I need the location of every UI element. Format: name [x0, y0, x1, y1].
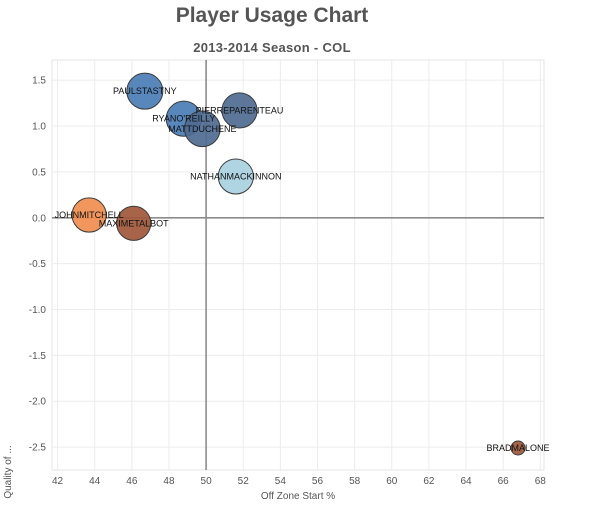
data-point[interactable] — [217, 158, 254, 195]
x-tick-label: 62 — [423, 476, 435, 487]
y-tick-label: -2.5 — [29, 443, 47, 454]
x-tick-label: 56 — [312, 476, 324, 487]
y-tick-label: 0.5 — [32, 167, 46, 178]
x-tick-label: 50 — [201, 476, 213, 487]
y-tick-label: 1.0 — [32, 122, 46, 133]
plot-area — [51, 59, 545, 471]
y-tick-label: -0.5 — [29, 259, 47, 270]
data-point-label: JOHNMITCHELL — [55, 210, 124, 220]
data-point-label: PAULSTASTNY — [113, 86, 177, 96]
data-point-label: PIERREPARENTEAU — [196, 105, 284, 115]
x-tick-label: 64 — [460, 476, 472, 487]
y-tick-label: 1.5 — [32, 76, 46, 87]
y-axis-title: Quality of ... — [3, 445, 14, 498]
x-tick-label: 42 — [52, 476, 64, 487]
data-point[interactable] — [510, 440, 526, 456]
x-tick-label: 58 — [349, 476, 361, 487]
y-tick-label: 0.0 — [32, 213, 46, 224]
data-point[interactable] — [71, 197, 107, 233]
y-tick-label: -1.0 — [29, 305, 47, 316]
y-tick-label: -1.5 — [29, 351, 47, 362]
data-point[interactable] — [184, 110, 221, 148]
tick-labels: 1.5 1.0 0.5 0.0 -0.5 -1.0 -1.5 -2.0 -2.5 42 44 46 48… — [29, 76, 547, 487]
chart-subtitle: 2013-2014 Season - COL — [193, 40, 351, 55]
x-tick-label: 60 — [386, 476, 398, 487]
data-point-label: BRADMALONE — [486, 443, 549, 453]
x-axis-title: Off Zone Start % — [261, 491, 335, 502]
x-tick-label: 52 — [238, 476, 250, 487]
data-point[interactable] — [221, 92, 258, 129]
x-tick-label: 68 — [535, 476, 547, 487]
x-tick-label: 46 — [126, 476, 138, 487]
data-point-label: RYANO'REILLY — [152, 114, 215, 124]
x-tick-label: 44 — [89, 476, 101, 487]
gridlines — [52, 60, 544, 470]
data-point[interactable] — [126, 72, 164, 110]
data-point-label: MATTDUCHENE — [168, 124, 236, 134]
data-point-label: NATHANMACKINNON — [190, 171, 281, 181]
data-point[interactable] — [116, 205, 152, 241]
data-point-label: MAXIMETALBOT — [99, 218, 169, 228]
x-tick-label: 48 — [163, 476, 175, 487]
data-points: PAULSTASTNYPIERREPARENTEAURYANO'REILLYMA… — [55, 72, 550, 456]
x-tick-label: 66 — [498, 476, 510, 487]
x-tick-label: 54 — [275, 476, 287, 487]
chart-title: Player Usage Chart — [175, 4, 369, 27]
y-tick-label: -2.0 — [29, 397, 47, 408]
